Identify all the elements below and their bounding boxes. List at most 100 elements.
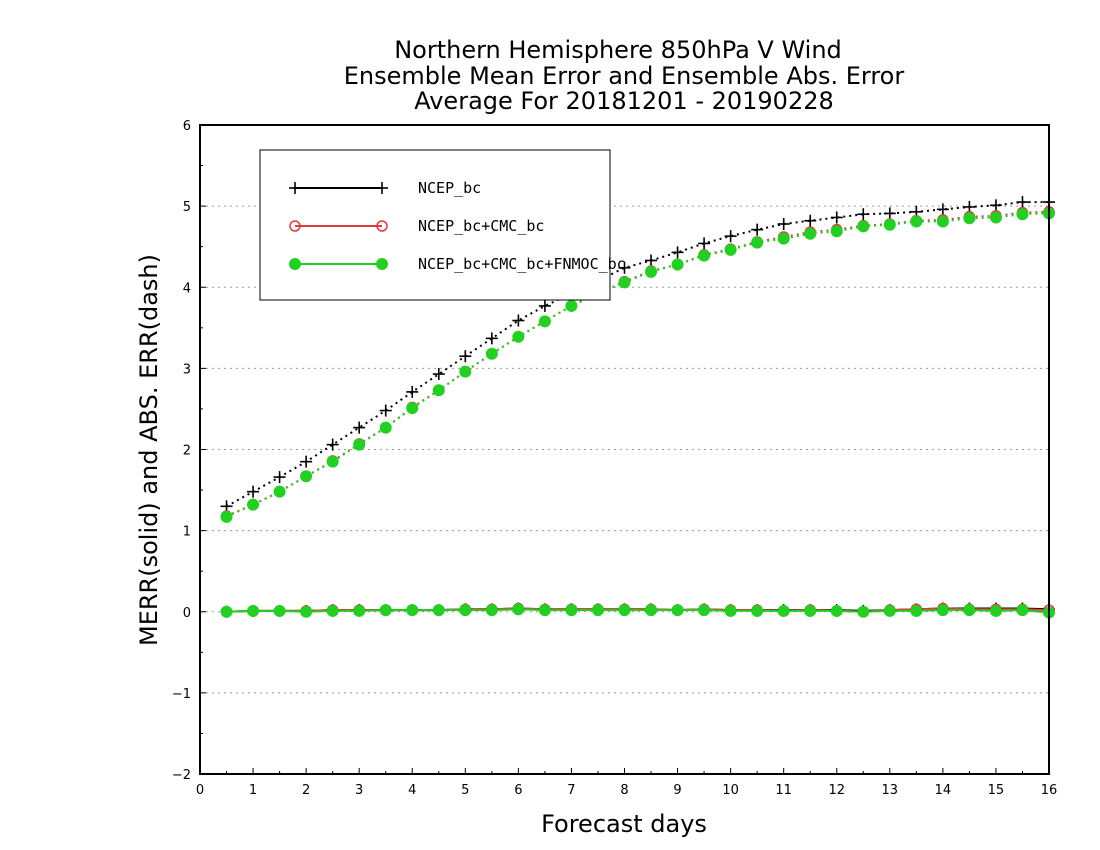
y-tick-label: 6 (183, 119, 191, 134)
chart-title-line-3: Average For 20181201 - 20190228 (414, 87, 834, 115)
series-1-abs-error-point (698, 237, 711, 250)
series-3-mean-error-point (273, 604, 286, 617)
x-tick-label: 5 (461, 783, 469, 798)
series-3-abs-error-point (273, 485, 286, 498)
series-3-abs-error-point (379, 421, 392, 434)
series-3-abs-error-point (989, 211, 1002, 224)
x-tick-label: 0 (196, 783, 204, 798)
series-3-abs-error-point (645, 265, 658, 278)
x-tick-label: 14 (935, 783, 952, 798)
chart-title-line-2: Ensemble Mean Error and Ensemble Abs. Er… (344, 62, 905, 90)
x-tick-label: 3 (355, 783, 363, 798)
series-3-abs-error-point (326, 455, 339, 468)
series-3-abs-error-point (671, 258, 684, 271)
series-1-abs-error-point (379, 404, 392, 417)
series-3-abs-error-point (353, 438, 366, 451)
series-3-mean-error-point (1016, 604, 1029, 617)
x-tick-label: 10 (722, 783, 739, 798)
series-3-mean-error-point (989, 604, 1002, 617)
x-tick-label: 7 (567, 783, 575, 798)
series-1-abs-error-point (618, 261, 631, 274)
x-axis-label: Forecast days (541, 810, 707, 838)
y-axis-label: MERR(solid) and ABS. ERR(dash) (135, 254, 163, 646)
x-tick-label: 6 (514, 783, 522, 798)
series-3-abs-error-point (565, 299, 578, 312)
series-3-mean-error-point (804, 604, 817, 617)
legend: NCEP_bc NCEP_bc+CMC_bc NCEP_bc+CMC_bc+FNMO… (259, 149, 626, 301)
series-3-mean-error-point (724, 604, 737, 617)
series-1-abs-error-point (353, 421, 366, 434)
x-tick-label: 9 (673, 783, 681, 798)
series-3-mean-error-point (910, 604, 923, 617)
x-tick-label: 8 (620, 783, 628, 798)
y-tick-label: 4 (183, 281, 191, 296)
x-tick-label: 16 (1041, 783, 1058, 798)
series-3-mean-error-point (671, 604, 684, 617)
series-3-abs-error-point (512, 330, 525, 343)
x-tick-label: 2 (302, 783, 310, 798)
series-1-abs-error-point (432, 368, 445, 381)
series-1-abs-error-point (406, 385, 419, 398)
legend-marker (376, 258, 388, 270)
y-tick-label: 5 (183, 200, 191, 215)
y-tick-label: 3 (183, 362, 191, 377)
series-1-abs-error-point (671, 246, 684, 259)
x-tick-label: 15 (988, 783, 1005, 798)
legend-marker (289, 182, 301, 194)
series-3-abs-error-point (247, 498, 260, 511)
series-3-abs-error-point (830, 225, 843, 238)
series-3-abs-error-point (1016, 208, 1029, 221)
series-3-mean-error-point (432, 604, 445, 617)
series-3-mean-error-point (512, 603, 525, 616)
series-3-mean-error-point (353, 604, 366, 617)
series-1-abs-error-point (777, 217, 790, 230)
x-tick-label: 1 (249, 783, 257, 798)
series-3-abs-error-point (485, 347, 498, 360)
series-3-abs-error-point (432, 384, 445, 397)
y-tick-label: −2 (172, 768, 191, 783)
series-3-mean-error-point (379, 604, 392, 617)
series-3-mean-error-point (645, 604, 658, 617)
series-3-mean-error-point (963, 604, 976, 617)
series-1-abs-error-point (804, 214, 817, 227)
series-1-abs-error-point (857, 208, 870, 221)
x-tick-label: 11 (775, 783, 792, 798)
x-tick-label: 4 (408, 783, 416, 798)
series-3-mean-error-point (459, 604, 472, 617)
series-3-mean-error-point (777, 604, 790, 617)
series-3-abs-error-point (459, 365, 472, 378)
series-1-abs-error-point (512, 314, 525, 327)
series-3-abs-error-point (777, 232, 790, 245)
y-tick-label: 1 (183, 525, 191, 540)
series-3-abs-error-point (804, 227, 817, 240)
series-3-abs-error-point (406, 402, 419, 415)
legend-marker (376, 220, 388, 232)
series-3-abs-error-point (910, 215, 923, 228)
series-3-mean-error-point (485, 604, 498, 617)
series-1-abs-error-point (273, 471, 286, 484)
y-tick-label: 2 (183, 444, 191, 459)
series-3-mean-error-point (565, 604, 578, 617)
series-3-mean-error-point (883, 604, 896, 617)
series-1-abs-error-point (883, 207, 896, 220)
legend-label: NCEP_bc (418, 179, 481, 197)
x-tick-label: 13 (882, 783, 899, 798)
y-tick-label: 0 (183, 606, 191, 621)
series-3-mean-error-point (247, 604, 260, 617)
series-1-abs-error-point (936, 203, 949, 216)
series-3-abs-error-point (538, 315, 551, 328)
series-1-abs-error-point (751, 223, 764, 236)
chart-title-line-1: Northern Hemisphere 850hPa V Wind (394, 36, 842, 64)
x-tick-label: 12 (828, 783, 845, 798)
series-3-mean-error-point (857, 605, 870, 618)
series-1-abs-error-point (300, 455, 313, 468)
y-axis-ticks: −2 −1 0 1 2 3 4 5 6 (172, 119, 206, 783)
series-1-abs-error-point (830, 211, 843, 224)
series-3-mean-error-point (830, 604, 843, 617)
series-3-mean-error-point (300, 605, 313, 618)
legend-marker (376, 182, 388, 194)
series-3-mean-error-point (936, 604, 949, 617)
series-3-abs-error-point (857, 220, 870, 233)
series-1-abs-error-point (989, 199, 1002, 212)
series-1-abs-error-point (1016, 196, 1029, 209)
